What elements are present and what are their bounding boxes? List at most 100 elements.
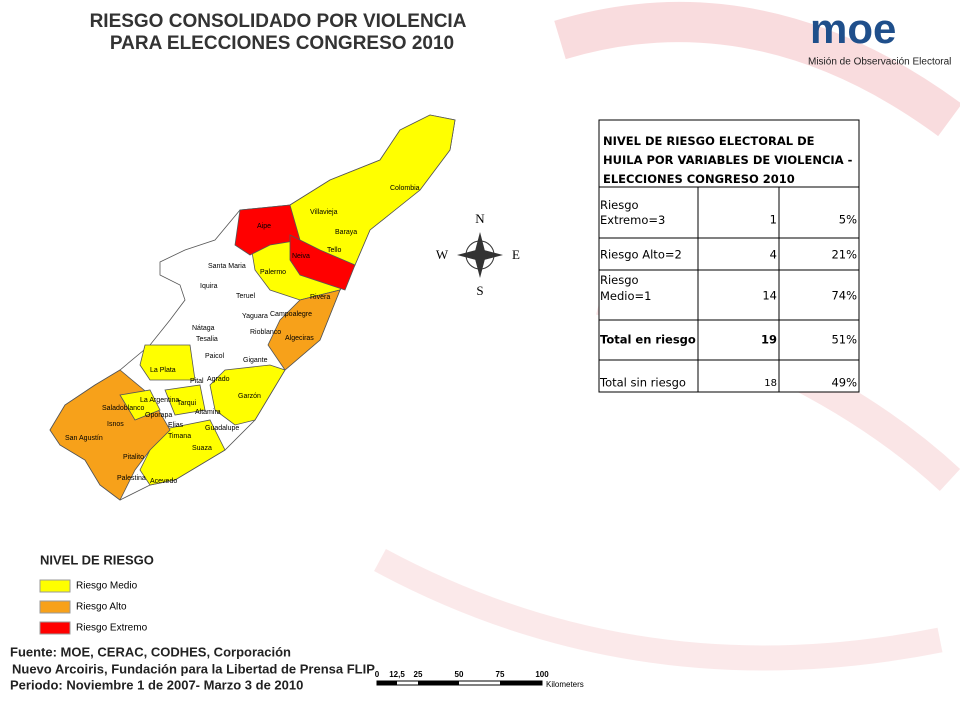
region-medio bbox=[139, 344, 196, 381]
scale-tick-label: 100 bbox=[535, 670, 549, 679]
municipality: Elias bbox=[168, 422, 184, 429]
legend-title: NIVEL DE RIESGO bbox=[40, 552, 154, 567]
legend-swatch bbox=[39, 579, 71, 593]
municipality: Palermo bbox=[260, 269, 286, 276]
compass-e: E bbox=[512, 247, 520, 262]
row-count: 1 bbox=[770, 213, 777, 227]
municipality: Nátaga bbox=[192, 325, 215, 332]
region-medio bbox=[119, 389, 161, 421]
row-label-line: Extremo=3 bbox=[600, 213, 665, 227]
municipality: Palestina bbox=[117, 475, 146, 482]
legend-swatch bbox=[39, 600, 71, 614]
region-alto bbox=[267, 289, 341, 371]
municipality: Iquira bbox=[200, 283, 218, 290]
map bbox=[49, 114, 456, 501]
logo-mark: moe bbox=[810, 5, 896, 52]
municipality: La Plata bbox=[150, 367, 176, 374]
scale-tick-label: 75 bbox=[496, 670, 505, 679]
row-count: 4 bbox=[770, 248, 777, 262]
municipality: Tarqui bbox=[177, 400, 197, 407]
row-count: 19 bbox=[761, 333, 777, 347]
municipality: Santa Maria bbox=[208, 263, 246, 270]
municipality: Campoalegre bbox=[270, 311, 312, 318]
legend-swatch bbox=[39, 621, 71, 635]
scale-bar-segment bbox=[500, 681, 542, 685]
municipality: Timana bbox=[168, 433, 191, 440]
risk-table: NIVEL DE RIESGO ELECTORAL DE HUILA POR VA… bbox=[598, 119, 860, 393]
row-label-line: Riesgo bbox=[600, 198, 639, 212]
municipality: Tello bbox=[327, 247, 342, 254]
legend-label: Riesgo Medio bbox=[76, 581, 138, 592]
municipality: Tesalia bbox=[196, 336, 218, 343]
row-count: 18 bbox=[764, 378, 777, 389]
row-label-line: Medio=1 bbox=[600, 289, 651, 303]
municipality: Rioblanco bbox=[250, 329, 281, 336]
row-label: Riesgo Medio=1 bbox=[600, 273, 651, 303]
municipality: San Agustín bbox=[65, 435, 103, 442]
municipality: Colombia bbox=[390, 185, 420, 192]
row-label: Riesgo Alto=2 bbox=[600, 248, 682, 262]
title: RIESGO CONSOLIDADO POR VIOLENCIA bbox=[90, 11, 467, 32]
legend-label: Riesgo Extremo bbox=[76, 623, 148, 634]
logo-name: Misión de Observación Electoral bbox=[808, 57, 951, 68]
region-extremo bbox=[234, 204, 301, 256]
municipality: Rivera bbox=[310, 294, 330, 301]
municipality: Villavieja bbox=[310, 209, 338, 216]
source-line: Nuevo Arcoiris, Fundación para la Libert… bbox=[12, 661, 375, 676]
municipality: Suaza bbox=[192, 445, 212, 452]
municipality: Neiva bbox=[292, 253, 310, 260]
table-title-line: NIVEL DE RIESGO ELECTORAL DE bbox=[603, 134, 815, 148]
compass-s: S bbox=[476, 283, 483, 298]
municipality: Guadalupe bbox=[205, 425, 239, 432]
row-percent: 5% bbox=[839, 213, 857, 227]
municipality: Saladoblanco bbox=[102, 405, 145, 412]
legend: Riesgo Medio Riesgo Alto Riesgo Extremo bbox=[39, 579, 148, 635]
municipality: Aipe bbox=[257, 223, 271, 230]
table-lines bbox=[599, 186, 859, 392]
municipality: Teruel bbox=[236, 293, 256, 300]
scale-bar-segment bbox=[377, 681, 397, 685]
scale-bar-segment bbox=[418, 681, 459, 685]
compass-rose bbox=[457, 249, 503, 261]
municipality: Algeciras bbox=[285, 335, 314, 342]
municipality: Agrado bbox=[207, 376, 230, 383]
row-percent: 74% bbox=[831, 289, 857, 303]
region-medio bbox=[209, 364, 286, 426]
compass-n: N bbox=[475, 211, 485, 226]
row-percent: 51% bbox=[831, 333, 857, 347]
scale-tick-label: 25 bbox=[414, 670, 423, 679]
row-percent: 21% bbox=[831, 248, 857, 262]
compass: N E S W bbox=[436, 211, 520, 298]
table-title-line: ELECCIONES CONGRESO 2010 bbox=[603, 172, 795, 186]
scale-tick-label: 0 bbox=[375, 670, 380, 679]
municipality: Isnos bbox=[107, 421, 124, 428]
row-count: 14 bbox=[762, 289, 777, 303]
compass-w: W bbox=[436, 247, 449, 262]
municipality: Pital bbox=[190, 378, 204, 385]
legend-label: Riesgo Alto bbox=[76, 602, 127, 613]
source-line: Periodo: Noviembre 1 de 2007- Marzo 3 de… bbox=[10, 677, 303, 692]
title: PARA ELECCIONES CONGRESO 2010 bbox=[110, 33, 454, 54]
table-rows: Riesgo Extremo=3 1 5%Riesgo Alto=2 4 21%Riesg… bbox=[599, 198, 859, 390]
region-medio bbox=[164, 384, 206, 416]
source: Fuente: MOE, CERAC, CODHES, Corporación … bbox=[10, 644, 375, 692]
row-label: Total en riesgo bbox=[600, 333, 696, 347]
municipality: Yaguara bbox=[242, 313, 268, 320]
municipality: La Argentina bbox=[140, 397, 179, 404]
municipality: Acevedo bbox=[150, 478, 177, 485]
source-line: Fuente: MOE, CERAC, CODHES, Corporación bbox=[10, 644, 291, 659]
row-percent: 49% bbox=[831, 376, 857, 390]
table-title-line: HUILA POR VARIABLES DE VIOLENCIA - bbox=[603, 153, 853, 167]
compass-ring bbox=[465, 240, 495, 270]
municipality: Oporapa bbox=[145, 412, 172, 419]
table-title: NIVEL DE RIESGO ELECTORAL DE HUILA POR VA… bbox=[603, 134, 853, 186]
row-label: Riesgo Extremo=3 bbox=[600, 198, 665, 227]
municipality: Gigante bbox=[243, 357, 268, 364]
table-border bbox=[598, 119, 860, 393]
municipality: Baraya bbox=[335, 229, 357, 236]
municipality: Paicol bbox=[205, 353, 225, 360]
region-extremo bbox=[289, 234, 356, 291]
row-label-line: Riesgo bbox=[600, 273, 639, 287]
